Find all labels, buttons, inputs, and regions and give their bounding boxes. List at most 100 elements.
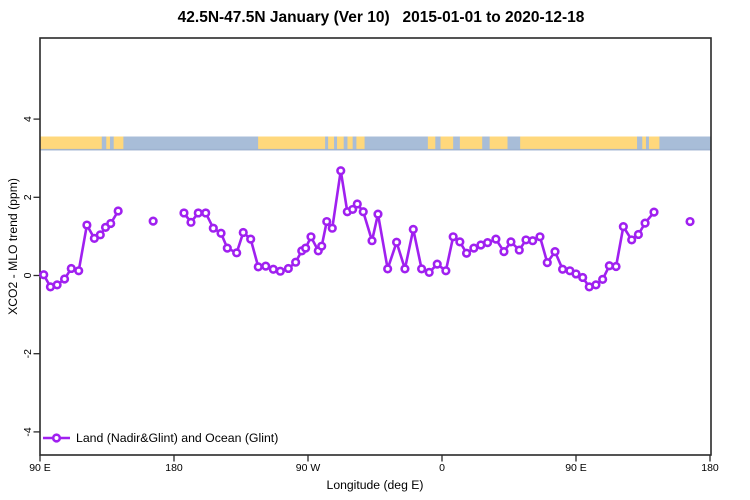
map-strip-segment-land: [356, 136, 366, 150]
y-axis-label: XCO2 - MLO trend (ppm): [6, 178, 20, 315]
map-strip-segment-land: [520, 136, 638, 150]
data-point: [469, 243, 479, 253]
data-point: [491, 234, 501, 244]
data-point: [82, 220, 92, 230]
map-strip-segment-ocean: [325, 136, 329, 150]
map-strip: [40, 136, 711, 151]
y-tick-label: -2: [22, 349, 34, 358]
data-point: [348, 204, 358, 215]
x-axis: 90 E 180 90 W 0 90 E 180: [29, 455, 719, 474]
map-strip-segment-land: [337, 136, 345, 150]
data-point: [400, 264, 410, 274]
map-strip-segment-land: [113, 136, 124, 150]
y-tick-label: 0: [22, 272, 34, 278]
map-strip-segment-ocean: [364, 136, 429, 150]
data-point: [148, 216, 158, 226]
data-point: [557, 264, 568, 274]
data-point: [322, 216, 332, 227]
data-point: [327, 223, 337, 233]
x-axis-label: Longitude (deg E): [327, 478, 424, 492]
legend-marker-icon: [51, 433, 62, 443]
data-point: [578, 272, 588, 283]
data-point: [550, 247, 560, 257]
map-strip-segment-ocean: [109, 136, 115, 150]
data-point: [528, 236, 538, 246]
map-strip-baseline: [40, 148, 711, 151]
data-point: [448, 232, 458, 242]
data-point: [301, 243, 311, 253]
data-point: [291, 257, 301, 267]
map-strip-segment-ocean: [435, 136, 442, 150]
data-point: [275, 266, 285, 276]
data-point: [417, 264, 427, 274]
data-point: [317, 241, 327, 251]
map-strip-segment-land: [440, 136, 454, 150]
data-point: [59, 274, 70, 284]
data-point: [106, 218, 116, 229]
data-point: [640, 218, 650, 228]
data-point: [685, 216, 695, 227]
data-point: [261, 261, 271, 271]
x-tick-label: 90 E: [29, 462, 51, 474]
data-point: [408, 224, 418, 234]
data-point: [52, 280, 62, 290]
data-point: [179, 208, 189, 218]
x-tick-label: 90 E: [565, 462, 587, 474]
x-tick-label: 90 W: [296, 462, 321, 474]
data-point: [186, 217, 196, 227]
data-point: [358, 207, 368, 217]
map-strip-segment-land: [328, 136, 335, 150]
data-point: [66, 263, 76, 274]
data-point: [611, 261, 621, 272]
x-tick-label: 0: [439, 462, 445, 474]
data-point: [432, 259, 442, 269]
map-strip-segment-ocean: [453, 136, 461, 150]
data-point: [306, 232, 316, 242]
data-point: [222, 243, 232, 253]
plot-frame: [39, 37, 712, 456]
x-tick-label: 180: [165, 462, 183, 474]
map-strip-segment-land: [648, 136, 660, 150]
data-point: [39, 270, 49, 280]
y-axis: 4 2 0 -2 -4: [22, 116, 40, 437]
data-point: [238, 227, 248, 238]
data-point: [352, 199, 362, 209]
data-point: [535, 232, 545, 242]
data-series: [39, 166, 695, 292]
data-point: [455, 237, 465, 247]
data-point: [514, 245, 524, 255]
map-strip-segment-ocean: [507, 136, 521, 150]
map-strip-segment-land: [642, 136, 647, 150]
data-point: [391, 237, 402, 247]
map-strip-segment-ocean: [343, 136, 349, 150]
map-strip-segment-land: [106, 136, 111, 150]
data-point: [618, 222, 628, 232]
data-point: [571, 269, 581, 279]
plot-border: [39, 37, 712, 456]
data-point: [542, 257, 552, 268]
map-strip-segment-ocean: [482, 136, 491, 150]
y-tick-label: 4: [22, 116, 34, 122]
data-point: [383, 264, 393, 274]
data-point: [74, 266, 84, 276]
data-point: [461, 248, 472, 258]
data-point: [246, 234, 256, 244]
map-strip-segment-land: [258, 136, 326, 150]
data-point: [649, 207, 659, 217]
y-tick-label: -4: [22, 427, 34, 436]
data-point: [499, 247, 509, 257]
x-tick-label: 180: [701, 462, 719, 474]
data-point: [373, 209, 383, 219]
data-point: [253, 262, 263, 272]
data-point: [627, 235, 637, 245]
data-point: [367, 236, 377, 246]
map-strip-segment-land: [427, 136, 436, 150]
data-point: [591, 280, 601, 290]
data-point: [208, 223, 218, 233]
map-strip-segment-land: [459, 136, 483, 150]
legend: Land (Nadir&Glint) and Ocean (Glint): [43, 431, 278, 445]
data-point: [424, 267, 434, 277]
chart-title: 42.5N-47.5N January (Ver 10) 2015-01-01 …: [178, 9, 585, 26]
